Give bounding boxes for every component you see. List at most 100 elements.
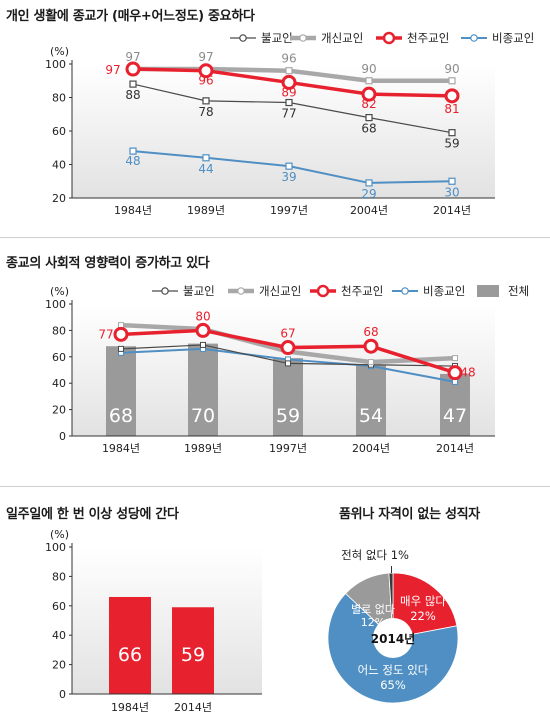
chart1-legend-marker xyxy=(470,34,478,42)
chart4-slice-value: 65% xyxy=(380,678,406,692)
chart1-point xyxy=(129,80,137,88)
chart3-y-tick-label: 40 xyxy=(52,629,66,642)
chart2-title: 종교의 사회적 영향력이 증가하고 있다 xyxy=(6,256,210,271)
chart1-data-label: 96 xyxy=(281,52,296,66)
chart1-x-tick-label: 2014년 xyxy=(433,204,471,217)
chart2-svg: (%) 0 20 40 60 80 100 1984년 1989년 1997년 2004년 2014년… xyxy=(45,284,529,455)
chart4-slice-label: 매우 많다 xyxy=(400,594,446,608)
chart2-data-label: 80 xyxy=(195,309,210,323)
chart1-data-label: 44 xyxy=(198,162,213,176)
chart1-y-tick-label: 40 xyxy=(52,159,66,172)
chart3-plot-background xyxy=(72,547,262,694)
chart2-x-tick-label: 2004년 xyxy=(352,442,390,455)
chart2-data-label: 48 xyxy=(460,366,475,380)
chart1-point xyxy=(448,129,456,137)
chart1-x-tick-label: 1997년 xyxy=(270,204,308,217)
chart1-data-label: 59 xyxy=(444,137,459,151)
chart1-data-label: 97 xyxy=(198,50,213,64)
chart2-data-label: 67 xyxy=(280,327,295,341)
chart3-svg: (%) 0 20 40 60 80 100 66 59 1984년 2014년 xyxy=(45,528,262,714)
chart1-point xyxy=(365,77,373,85)
chart1-point xyxy=(202,97,210,105)
chart2-x-tick-label: 2014년 xyxy=(436,442,474,455)
chart1-data-label: 68 xyxy=(361,122,376,136)
chart2-point xyxy=(368,359,374,366)
chart2-legend-label: 천주교인 xyxy=(341,284,383,298)
chart1-point xyxy=(285,162,293,170)
chart2-point xyxy=(113,326,129,342)
chart2-point xyxy=(447,365,463,381)
chart1-point xyxy=(281,74,297,90)
chart2-bar xyxy=(188,343,218,436)
chart1-y-tick-label: 100 xyxy=(45,58,66,71)
chart1-point xyxy=(444,88,460,104)
chart2-point xyxy=(452,355,458,362)
chart1-x-tick-label: 2004년 xyxy=(350,204,388,217)
chart2-panel: 종교의 사회적 영향력이 증가하고 있다 (%) 0 20 40 60 80 100 1984… xyxy=(0,248,550,476)
chart1-data-label: 90 xyxy=(444,62,459,76)
chart4-center-label: 2014년 xyxy=(371,632,415,646)
chart2-data-label: 68 xyxy=(363,325,378,339)
chart1-data-label: 48 xyxy=(125,154,140,168)
chart1-point xyxy=(285,67,293,75)
chart1-legend-label: 천주교인 xyxy=(407,31,449,45)
chart4-pie-slice xyxy=(392,572,458,639)
chart2-bar-label: 68 xyxy=(109,405,133,427)
chart1-data-label: 78 xyxy=(198,105,213,119)
divider-1 xyxy=(0,237,550,238)
chart1-data-label: 39 xyxy=(281,170,296,184)
chart2-y-tick-label: 100 xyxy=(45,298,66,311)
divider-2 xyxy=(0,486,550,487)
chart1-data-label: 90 xyxy=(361,62,376,76)
chart4-slice-value: 22% xyxy=(410,609,436,623)
chart2-legend-marker xyxy=(316,284,330,298)
chart2-bar-label: 47 xyxy=(443,405,467,427)
chart2-y-tick-label: 0 xyxy=(59,430,66,443)
chart2-x-tick-label: 1997년 xyxy=(269,442,307,455)
chart2-legend-marker xyxy=(401,287,409,295)
chart1-data-label: 96 xyxy=(198,74,213,88)
chart1-x-tick-label: 1989년 xyxy=(187,204,225,217)
chart2-point xyxy=(285,360,291,367)
chart4-slice-label: 별로 없다 xyxy=(351,603,395,616)
chart3-bar-label: 59 xyxy=(181,644,205,666)
chart4-title: 품위나 자격이 없는 성직자 xyxy=(339,507,480,522)
chart2-bar-label: 54 xyxy=(359,405,383,427)
chart2-y-tick-label: 40 xyxy=(52,377,66,390)
chart2-y-tick-label: 60 xyxy=(52,351,66,364)
chart4-slice-label: 어느 정도 있다 xyxy=(358,663,429,677)
chart1-point xyxy=(125,61,141,77)
chart1-data-label: 81 xyxy=(444,102,459,116)
chart4-panel: 품위나 자격이 없는 성직자 2014년 매우 많다 22% 어느 정도 있다 65% 별… xyxy=(285,498,550,721)
chart2-bar xyxy=(273,358,303,436)
chart2-point xyxy=(195,322,211,338)
chart3-x-tick-label: 1984년 xyxy=(111,701,149,714)
chart2-data-label: 77 xyxy=(98,327,113,341)
chart1-legend-label: 비종교인 xyxy=(492,31,534,45)
chart2-x-tick-label: 1989년 xyxy=(184,442,222,455)
chart3-title: 일주일에 한 번 이상 성당에 간다 xyxy=(6,507,179,522)
chart1-data-label: 29 xyxy=(361,187,376,201)
chart2-x-tick-label: 1984년 xyxy=(102,442,140,455)
chart3-y-tick-label: 80 xyxy=(52,570,66,583)
chart2-legend-label: 개신교인 xyxy=(259,284,301,298)
chart1-data-label: 97 xyxy=(105,63,120,77)
chart3-panel: 일주일에 한 번 이상 성당에 간다 (%) 0 20 40 60 80 100 66 59 19… xyxy=(0,498,280,721)
chart3-y-tick-label: 60 xyxy=(52,600,66,613)
chart1-legend-marker xyxy=(382,31,396,45)
chart2-unit-label: (%) xyxy=(50,285,69,298)
chart1-point xyxy=(198,63,214,79)
chart4-outer-label: 전혀 없다 1% xyxy=(341,548,409,562)
chart1-legend-label: 개신교인 xyxy=(321,31,363,45)
chart1-y-tick-label: 80 xyxy=(52,92,66,105)
chart1-point xyxy=(365,179,373,187)
chart3-y-tick-label: 100 xyxy=(45,541,66,554)
chart3-bar xyxy=(109,596,151,694)
chart3-unit-label: (%) xyxy=(50,528,69,541)
chart1-x-tick-label: 1984년 xyxy=(114,204,152,217)
chart1-legend-label: 불교인 xyxy=(261,31,293,45)
chart1-panel: 개인 생활에 종교가 (매우+어느정도) 중요하다 (%) 20 40 60 80 100… xyxy=(0,0,550,228)
chart3-bar-label: 66 xyxy=(118,644,142,666)
chart1-data-label: 97 xyxy=(125,50,140,64)
